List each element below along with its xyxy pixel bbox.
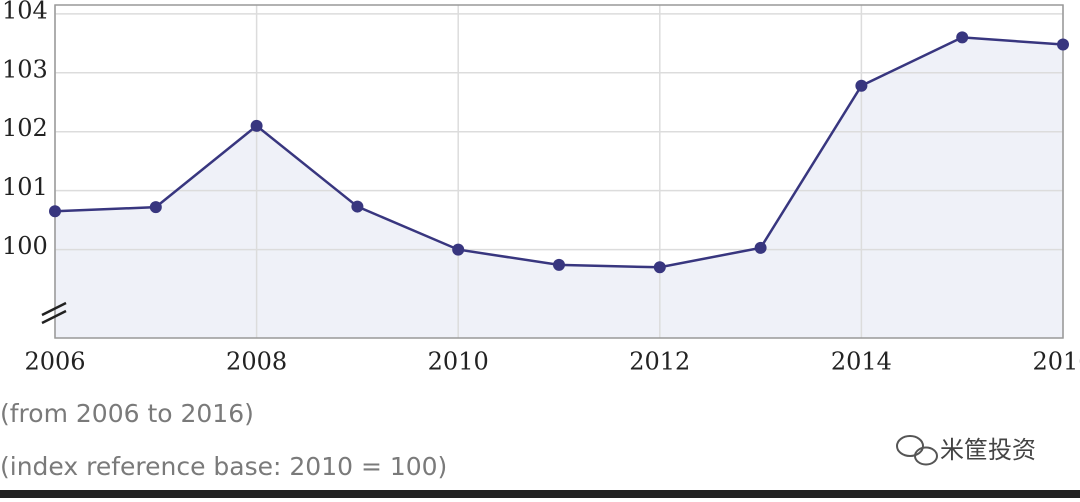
area: [55, 37, 1063, 339]
x-tick-label: 2008: [226, 348, 287, 376]
point: [452, 243, 465, 256]
y-tick-label: 101: [2, 173, 48, 201]
note: (from 2006 to 2016): [0, 399, 254, 428]
point: [855, 79, 868, 92]
watermark: 米筐投资: [940, 436, 1036, 464]
axis-break: [41, 301, 67, 325]
x-tick-label: 2010: [428, 348, 489, 376]
point: [351, 200, 364, 213]
y-tick-label: 102: [2, 114, 48, 142]
x-tick-label: 2014: [831, 348, 892, 376]
point: [250, 119, 263, 132]
y-tick-label: 103: [2, 55, 48, 83]
x-tick-label: 2006: [24, 348, 85, 376]
bottom-bar: [0, 490, 1080, 498]
point: [553, 258, 565, 271]
watermark-icon: [896, 435, 938, 466]
plot-frame: [54, 4, 1064, 339]
y-tick-label: 100: [2, 232, 48, 260]
point: [49, 205, 61, 218]
plot: [41, 4, 1064, 339]
x-tick-label: 2012: [629, 348, 690, 376]
x-tick-label: 2016: [1032, 348, 1080, 376]
point: [1057, 38, 1069, 51]
point: [653, 261, 666, 274]
point: [754, 241, 767, 254]
y-tick-label: 104: [2, 0, 48, 24]
point: [149, 201, 162, 214]
point: [956, 31, 969, 44]
note: (index reference base: 2010 = 100): [0, 452, 447, 481]
